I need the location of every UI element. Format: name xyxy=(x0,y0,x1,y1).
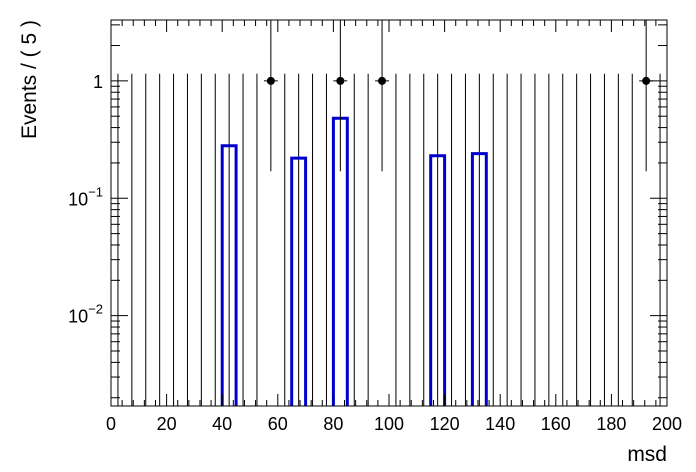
x-tick-label: 60 xyxy=(268,414,288,434)
histogram-bin xyxy=(220,144,238,406)
x-tick-label: 40 xyxy=(212,414,232,434)
histogram-bin xyxy=(470,152,488,406)
x-tick-label: 140 xyxy=(485,414,515,434)
axis-ticks: 0 20 40 60 80 100 120 140 160 180 200 1 10−1 10−2 xyxy=(68,20,682,434)
x-tick-label: 200 xyxy=(652,414,682,434)
histogram-bin xyxy=(290,156,308,406)
plot-frame xyxy=(110,19,668,407)
chart-marks xyxy=(117,20,661,406)
y-tick-label: 1 xyxy=(93,72,103,92)
x-tick-label: 80 xyxy=(323,414,343,434)
x-tick-label: 180 xyxy=(596,414,626,434)
x-tick-label: 120 xyxy=(430,414,460,434)
data-point xyxy=(266,76,275,85)
histogram-bin xyxy=(429,154,447,406)
x-tick-label: 100 xyxy=(374,414,404,434)
x-tick-label: 20 xyxy=(157,414,177,434)
x-tick-label: 160 xyxy=(541,414,571,434)
data-point xyxy=(336,76,345,85)
x-axis-title: msd xyxy=(627,443,667,466)
y-tick-label: 10−2 xyxy=(68,302,103,327)
y-axis-title: Events / ( 5 ) xyxy=(18,20,41,139)
data-point xyxy=(642,76,651,85)
x-tick-label: 0 xyxy=(106,414,116,434)
data-point xyxy=(378,76,387,85)
y-tick-label: 10−1 xyxy=(68,184,103,209)
